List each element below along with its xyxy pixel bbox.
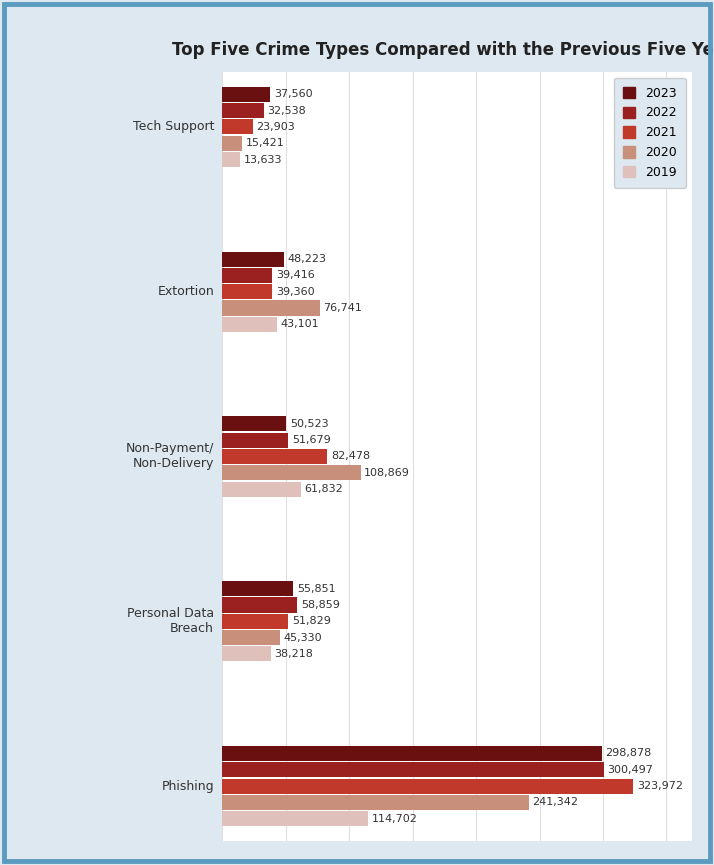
Text: 51,829: 51,829 [292, 616, 331, 626]
Title: Top Five Crime Types Compared with the Previous Five Years: Top Five Crime Types Compared with the P… [171, 41, 714, 59]
Bar [222, 465, 361, 480]
Bar [222, 630, 280, 645]
Text: 32,538: 32,538 [268, 106, 306, 116]
Bar [222, 762, 603, 778]
Text: 37,560: 37,560 [274, 89, 313, 99]
Text: 45,330: 45,330 [283, 632, 322, 643]
Legend: 2023, 2022, 2021, 2020, 2019: 2023, 2022, 2021, 2020, 2019 [614, 78, 685, 188]
Text: 61,832: 61,832 [305, 484, 343, 494]
Text: 13,633: 13,633 [243, 155, 282, 164]
Bar [222, 252, 283, 266]
Bar [222, 284, 272, 299]
Bar [222, 268, 273, 283]
Text: 39,360: 39,360 [276, 286, 315, 297]
Text: 108,869: 108,869 [364, 468, 411, 477]
Bar [222, 811, 368, 826]
Text: 58,859: 58,859 [301, 600, 340, 610]
Bar [222, 103, 263, 119]
Text: 43,101: 43,101 [281, 319, 319, 330]
Bar [222, 86, 270, 102]
Text: 48,223: 48,223 [287, 254, 326, 264]
Bar [222, 432, 288, 448]
Text: 50,523: 50,523 [291, 419, 329, 429]
Bar [222, 136, 242, 151]
Bar [222, 581, 293, 596]
Bar [222, 795, 528, 810]
Bar [222, 317, 277, 332]
Bar [222, 746, 602, 761]
Text: 82,478: 82,478 [331, 452, 370, 462]
Text: 39,416: 39,416 [276, 271, 315, 280]
Text: 51,679: 51,679 [292, 435, 331, 445]
Text: 114,702: 114,702 [372, 814, 418, 823]
Text: 300,497: 300,497 [608, 765, 653, 775]
Text: 76,741: 76,741 [323, 303, 363, 313]
Bar [222, 646, 271, 662]
Text: 323,972: 323,972 [638, 781, 683, 791]
Bar [222, 778, 633, 793]
Bar [222, 482, 301, 497]
Bar [222, 300, 320, 316]
Text: 15,421: 15,421 [246, 138, 284, 148]
Text: 38,218: 38,218 [275, 649, 313, 659]
Bar [222, 598, 297, 612]
Bar [222, 614, 288, 629]
Text: 241,342: 241,342 [533, 798, 578, 807]
Text: 298,878: 298,878 [605, 748, 652, 759]
Bar [222, 119, 253, 134]
Bar [222, 152, 240, 167]
Bar [222, 449, 327, 464]
Text: 23,903: 23,903 [256, 122, 296, 131]
Text: 55,851: 55,851 [297, 584, 336, 593]
Bar [222, 416, 286, 432]
